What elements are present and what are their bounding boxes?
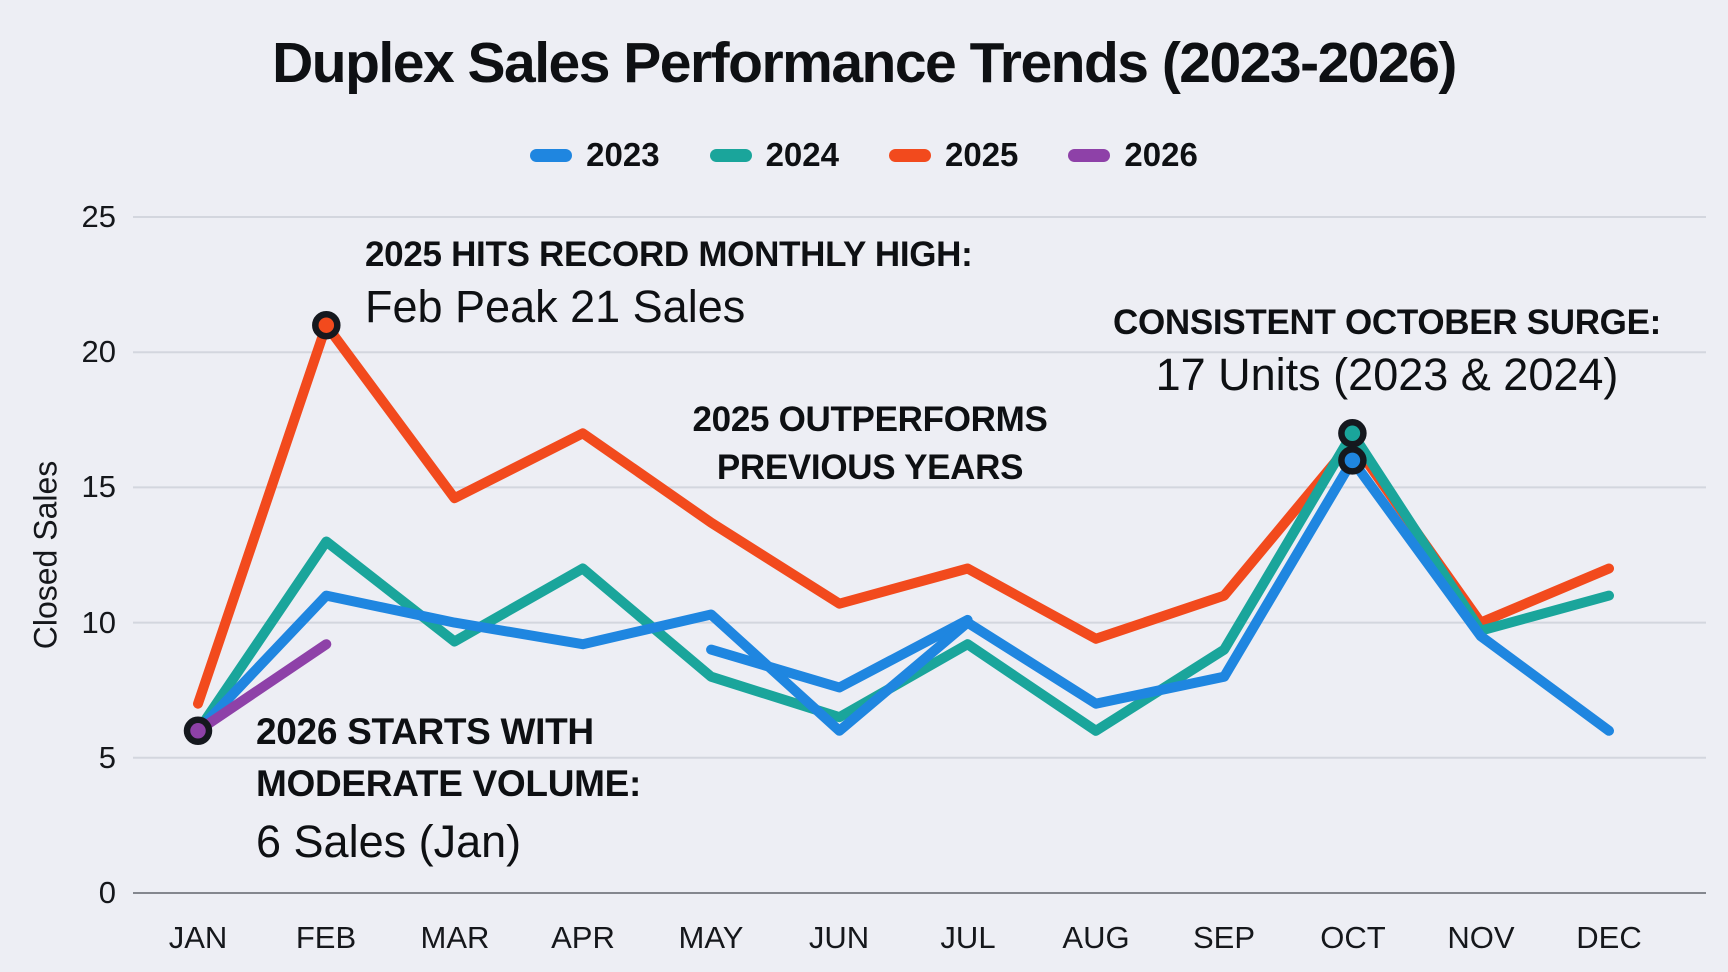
annotation-feb-record-value: Feb Peak 21 Sales xyxy=(365,280,746,332)
x-tick-sep: SEP xyxy=(1192,920,1256,955)
x-tick-feb: FEB xyxy=(295,920,357,955)
legend-item-2024: 2024 xyxy=(709,136,839,174)
x-tick-oct: OCT xyxy=(1320,920,1386,955)
x-tick-mar: MAR xyxy=(420,920,490,955)
legend-label-2025: 2025 xyxy=(945,136,1019,173)
x-tick-jul: JUL xyxy=(940,920,996,955)
legend-swatch-2024-icon xyxy=(709,148,752,162)
legend-label-2023: 2023 xyxy=(586,136,660,173)
annotation-2026-start: 2026 STARTS WITH MODERATE VOLUME: 6 Sale… xyxy=(256,706,641,867)
x-tick-jan: JAN xyxy=(168,920,228,955)
marker-2023-OCT xyxy=(1338,446,1367,475)
legend: 2023 2024 2025 2026 xyxy=(0,136,1728,174)
annotation-2025-outperforms-line2: PREVIOUS YEARS xyxy=(716,448,1024,488)
x-tick-aug: AUG xyxy=(1062,920,1130,955)
line-2023-extra-segment xyxy=(706,614,973,693)
annotation-2026-start-value: 6 Sales (Jan) xyxy=(256,815,522,867)
annotation-2026-start-line2: MODERATE VOLUME: xyxy=(256,762,642,804)
legend-item-2023: 2023 xyxy=(530,136,660,174)
x-tick-apr: APR xyxy=(551,920,615,955)
page-title: Duplex Sales Performance Trends (2023-20… xyxy=(272,31,1457,95)
y-tick-20: 20 xyxy=(81,334,116,369)
annotation-2025-outperforms-line1: 2025 OUTPERFORMS xyxy=(692,400,1048,439)
y-tick-25: 25 xyxy=(81,199,116,234)
marker-2024-OCT xyxy=(1338,419,1367,448)
legend-item-2026: 2026 xyxy=(1068,136,1198,174)
x-tick-jun: JUN xyxy=(808,920,870,955)
annotation-october-surge: CONSISTENT OCTOBER SURGE: 17 Units (2023… xyxy=(1075,302,1699,400)
annotation-october-surge-value: 17 Units (2023 & 2024) xyxy=(1155,348,1619,400)
legend-label-2024: 2024 xyxy=(765,136,839,173)
legend-item-2025: 2025 xyxy=(889,136,1018,174)
line-2023 xyxy=(193,455,1614,736)
legend-swatch-2025-icon xyxy=(889,148,931,162)
line-2026 xyxy=(193,639,332,736)
x-tick-dec: DEC xyxy=(1576,920,1642,955)
marker-2025-FEB xyxy=(312,310,341,340)
y-tick-5: 5 xyxy=(98,740,116,775)
annotation-feb-record: 2025 HITS RECORD MONTHLY HIGH: Feb Peak … xyxy=(365,234,973,332)
annotation-2026-start-line1: 2026 STARTS WITH xyxy=(256,711,594,752)
legend-label-2026: 2026 xyxy=(1124,136,1198,173)
y-tick-15: 15 xyxy=(81,469,116,504)
y-tick-10: 10 xyxy=(81,605,116,640)
annotation-october-surge-heading: CONSISTENT OCTOBER SURGE: xyxy=(1112,303,1661,342)
marker-2026-JAN xyxy=(183,716,213,746)
legend-swatch-2026-icon xyxy=(1068,148,1111,162)
annotation-2025-outperforms: 2025 OUTPERFORMS PREVIOUS YEARS xyxy=(620,396,1120,493)
x-tick-nov: NOV xyxy=(1447,920,1515,955)
x-tick-may: MAY xyxy=(678,920,744,955)
y-tick-0: 0 xyxy=(98,875,116,910)
annotation-feb-record-heading: 2025 HITS RECORD MONTHLY HIGH: xyxy=(365,235,973,274)
legend-swatch-2023-icon xyxy=(530,148,573,162)
